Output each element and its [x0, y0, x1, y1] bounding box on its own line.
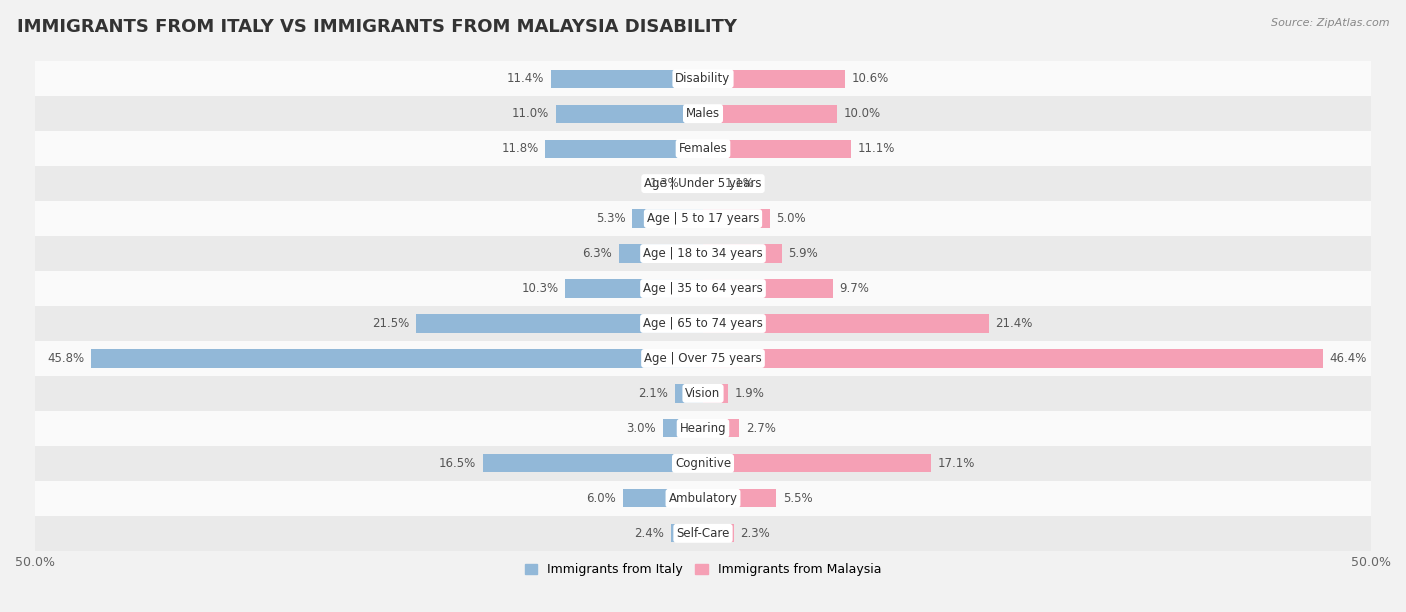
Bar [703, 280, 832, 297]
Text: 2.1%: 2.1% [638, 387, 668, 400]
Text: 9.7%: 9.7% [839, 282, 869, 295]
Text: Age | 65 to 74 years: Age | 65 to 74 years [643, 317, 763, 330]
Text: 2.7%: 2.7% [745, 422, 776, 435]
Bar [35, 96, 1371, 131]
Bar [35, 61, 1371, 96]
Bar [35, 201, 1371, 236]
Text: Age | Under 5 years: Age | Under 5 years [644, 177, 762, 190]
Text: Age | 35 to 64 years: Age | 35 to 64 years [643, 282, 763, 295]
Bar [91, 349, 703, 368]
Bar [662, 419, 703, 438]
Text: 3.0%: 3.0% [627, 422, 657, 435]
Text: Source: ZipAtlas.com: Source: ZipAtlas.com [1271, 18, 1389, 28]
Bar [703, 524, 734, 542]
Text: 5.5%: 5.5% [783, 492, 813, 505]
Bar [35, 306, 1371, 341]
Text: Cognitive: Cognitive [675, 457, 731, 470]
Text: 10.0%: 10.0% [844, 107, 880, 120]
Text: IMMIGRANTS FROM ITALY VS IMMIGRANTS FROM MALAYSIA DISABILITY: IMMIGRANTS FROM ITALY VS IMMIGRANTS FROM… [17, 18, 737, 36]
Bar [35, 271, 1371, 306]
Bar [546, 140, 703, 158]
Text: 45.8%: 45.8% [48, 352, 84, 365]
Bar [703, 315, 988, 332]
Text: 1.9%: 1.9% [735, 387, 765, 400]
Text: Age | Over 75 years: Age | Over 75 years [644, 352, 762, 365]
Text: 2.3%: 2.3% [741, 527, 770, 540]
Bar [35, 236, 1371, 271]
Legend: Immigrants from Italy, Immigrants from Malaysia: Immigrants from Italy, Immigrants from M… [520, 558, 886, 581]
Text: Age | 5 to 17 years: Age | 5 to 17 years [647, 212, 759, 225]
Text: 10.3%: 10.3% [522, 282, 558, 295]
Text: 6.0%: 6.0% [586, 492, 616, 505]
Bar [551, 70, 703, 88]
Bar [35, 376, 1371, 411]
Text: 5.3%: 5.3% [596, 212, 626, 225]
Text: Self-Care: Self-Care [676, 527, 730, 540]
Text: 10.6%: 10.6% [851, 72, 889, 85]
Text: 21.4%: 21.4% [995, 317, 1033, 330]
Bar [703, 70, 845, 88]
Text: 21.5%: 21.5% [373, 317, 409, 330]
Text: 11.1%: 11.1% [858, 142, 896, 155]
Bar [703, 244, 782, 263]
Bar [703, 419, 740, 438]
Text: 11.0%: 11.0% [512, 107, 550, 120]
Text: 1.1%: 1.1% [724, 177, 754, 190]
Bar [675, 384, 703, 403]
Bar [35, 131, 1371, 166]
Text: 5.9%: 5.9% [789, 247, 818, 260]
Bar [703, 174, 717, 193]
Text: Females: Females [679, 142, 727, 155]
Bar [482, 454, 703, 472]
Bar [703, 140, 851, 158]
Bar [671, 524, 703, 542]
Text: 5.0%: 5.0% [776, 212, 806, 225]
Bar [686, 174, 703, 193]
Bar [619, 244, 703, 263]
Bar [623, 489, 703, 507]
Text: 1.3%: 1.3% [650, 177, 679, 190]
Text: 17.1%: 17.1% [938, 457, 976, 470]
Bar [703, 384, 728, 403]
Text: Males: Males [686, 107, 720, 120]
Bar [35, 446, 1371, 481]
Bar [565, 280, 703, 297]
Bar [35, 341, 1371, 376]
Text: 11.4%: 11.4% [506, 72, 544, 85]
Text: 2.4%: 2.4% [634, 527, 664, 540]
Bar [703, 209, 769, 228]
Text: 16.5%: 16.5% [439, 457, 475, 470]
Bar [416, 315, 703, 332]
Bar [633, 209, 703, 228]
Bar [703, 105, 837, 123]
Text: Hearing: Hearing [679, 422, 727, 435]
Text: Ambulatory: Ambulatory [668, 492, 738, 505]
Bar [555, 105, 703, 123]
Bar [35, 411, 1371, 446]
Bar [703, 349, 1323, 368]
Bar [703, 454, 931, 472]
Text: 11.8%: 11.8% [502, 142, 538, 155]
Text: Age | 18 to 34 years: Age | 18 to 34 years [643, 247, 763, 260]
Bar [703, 489, 776, 507]
Text: Vision: Vision [685, 387, 721, 400]
Bar [35, 166, 1371, 201]
Text: 46.4%: 46.4% [1330, 352, 1367, 365]
Bar [35, 516, 1371, 551]
Text: Disability: Disability [675, 72, 731, 85]
Text: 6.3%: 6.3% [582, 247, 612, 260]
Bar [35, 481, 1371, 516]
